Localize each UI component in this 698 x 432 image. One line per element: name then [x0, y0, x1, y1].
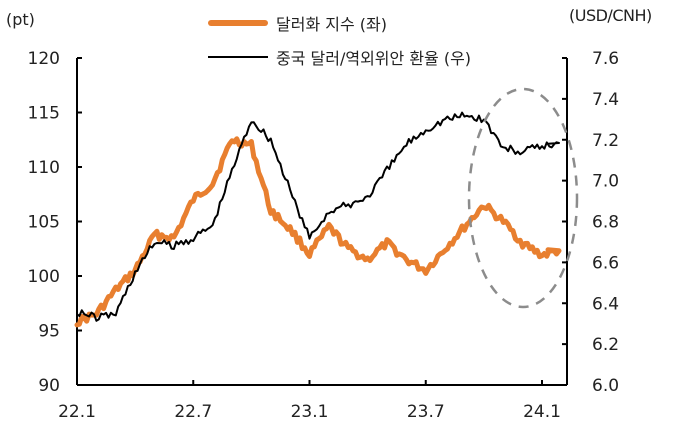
- legend-item-dollar-index: 달러화 지수 (좌): [208, 6, 471, 40]
- right-tick-label: 7.4: [592, 90, 619, 110]
- left-tick-label: 110: [28, 158, 60, 178]
- legend-swatch-orange: [208, 20, 268, 26]
- right-axis-unit: (USD/CNH): [569, 6, 652, 25]
- left-y-axis: 90 95 100 105 110 115 120: [28, 49, 82, 396]
- left-tick-label: 100: [28, 267, 60, 287]
- left-tick-label: 105: [28, 213, 60, 233]
- x-tick-label: 23.7: [407, 402, 445, 422]
- highlight-dashed-ellipse: [467, 87, 579, 309]
- left-tick-label: 95: [38, 322, 60, 342]
- right-tick-label: 6.2: [592, 335, 619, 355]
- x-axis: 22.1 22.7 23.1 23.7 24.1: [58, 380, 567, 422]
- right-tick-label: 7.6: [592, 49, 619, 69]
- right-tick-label: 6.0: [592, 376, 619, 396]
- left-tick-label: 120: [28, 49, 60, 69]
- right-tick-label: 6.8: [592, 213, 619, 233]
- right-y-axis: 6.0 6.2 6.4 6.6 6.8 7.0 7.2 7.4 7.6: [562, 49, 619, 396]
- legend-item-usdcnh: 중국 달러/역외위안 환율 (우): [208, 40, 471, 74]
- right-tick-label: 7.2: [592, 131, 619, 151]
- dollar-index-line: [74, 136, 562, 328]
- left-tick-label: 115: [28, 104, 60, 124]
- right-tick-label: 6.6: [592, 253, 619, 273]
- left-axis-unit: (pt): [6, 10, 35, 29]
- legend: 달러화 지수 (좌) 중국 달러/역외위안 환율 (우): [208, 6, 471, 74]
- x-tick-label: 23.1: [291, 402, 329, 422]
- right-tick-label: 6.4: [592, 294, 619, 314]
- x-tick-label: 22.1: [58, 402, 96, 422]
- legend-label-dollar-index: 달러화 지수 (좌): [276, 15, 387, 34]
- x-tick-label: 22.7: [174, 402, 212, 422]
- left-tick-label: 90: [38, 376, 60, 396]
- right-tick-label: 7.0: [592, 172, 619, 192]
- legend-swatch-black: [208, 56, 268, 58]
- usdcnh-line: [76, 111, 560, 322]
- x-tick-label: 24.1: [523, 402, 561, 422]
- legend-label-usdcnh: 중국 달러/역외위안 환율 (우): [276, 49, 472, 68]
